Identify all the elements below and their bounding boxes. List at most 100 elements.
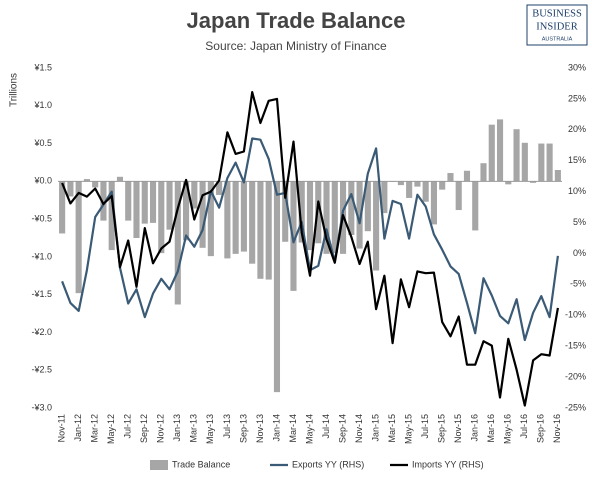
y2-tick-label: -10%: [565, 310, 586, 320]
bar: [59, 181, 66, 234]
bar: [364, 181, 371, 232]
y2-tick-label: 30%: [568, 62, 586, 72]
x-tick-label: Jan-16: [470, 414, 480, 442]
x-tick-label: Sep-14: [337, 414, 347, 443]
bar: [249, 181, 256, 264]
bar: [92, 181, 99, 188]
bar: [83, 179, 90, 182]
logo: BUSINESS INSIDER AUSTRALIA: [526, 4, 588, 46]
bar: [306, 181, 314, 251]
bar: [191, 181, 198, 209]
bar: [488, 124, 495, 182]
y2-tick-label: -15%: [565, 341, 586, 351]
bar: [298, 181, 305, 243]
y-tick-label: ¥0.5: [33, 138, 52, 148]
bar: [133, 181, 140, 238]
x-tick-label: Sep-13: [238, 414, 248, 443]
bar: [480, 163, 487, 182]
bar: [116, 176, 124, 182]
y-tick-label: ¥0.0: [33, 176, 52, 186]
bar: [521, 142, 528, 182]
x-tick-label: May-12: [106, 414, 116, 444]
x-tick-label: Jan-12: [73, 414, 83, 442]
bar: [373, 181, 380, 271]
bar: [141, 181, 148, 224]
bar: [439, 181, 446, 190]
y-tick-label: ¥1.5: [33, 62, 52, 72]
x-tick-label: Nov-14: [354, 414, 364, 443]
line: [61, 91, 559, 407]
legend-swatch: [150, 460, 168, 470]
y-tick-label: -¥0.5: [31, 213, 52, 223]
x-tick-label: Nov-13: [255, 414, 265, 443]
logo-text: AUSTRALIA: [542, 36, 573, 42]
bar: [406, 181, 413, 198]
x-tick-label: Sep-12: [139, 414, 149, 443]
x-tick-label: Jul-15: [420, 414, 430, 439]
bar: [455, 181, 462, 211]
bar: [356, 181, 363, 249]
bar: [282, 181, 289, 242]
bar: [125, 181, 132, 221]
bar: [546, 143, 553, 182]
x-tick-label: Nov-11: [57, 414, 67, 442]
bar: [224, 181, 231, 259]
bar: [273, 181, 281, 393]
y2-tick-label: -25%: [565, 402, 586, 412]
bar: [75, 181, 82, 294]
bar: [447, 173, 454, 182]
x-tick-label: Jul-12: [123, 414, 133, 439]
bar: [315, 181, 322, 244]
bar: [381, 181, 388, 214]
x-tick-label: Jan-15: [370, 414, 380, 442]
bar: [265, 181, 272, 280]
bar: [183, 181, 190, 241]
x-tick-label: Jan-14: [271, 414, 281, 442]
x-tick-label: Mar-12: [90, 414, 100, 443]
bar: [158, 181, 165, 254]
y-tick-label: ¥1.0: [33, 100, 52, 110]
bar: [463, 170, 471, 182]
x-tick-label: Nov-12: [156, 414, 166, 443]
x-tick-label: Mar-16: [486, 414, 496, 443]
x-tick-label: Sep-15: [437, 414, 447, 443]
bar: [67, 181, 74, 197]
x-tick-label: Sep-16: [536, 414, 546, 443]
y-tick-label: -¥3.0: [31, 402, 52, 412]
bar: [430, 181, 437, 225]
x-tick-label: Jul-14: [321, 414, 331, 439]
bar: [323, 181, 330, 254]
y-tick-label: -¥1.0: [31, 251, 52, 261]
y2-tick-label: 10%: [568, 186, 586, 196]
x-tick-label: May-13: [205, 414, 215, 444]
logo-text: INSIDER: [536, 21, 577, 32]
bar: [149, 181, 157, 223]
y2-tick-label: -5%: [570, 279, 586, 289]
legend-label: Exports YY (RHS): [292, 459, 364, 469]
legend-label: Imports YY (RHS): [412, 459, 484, 469]
bar: [472, 181, 479, 231]
bar: [331, 181, 338, 254]
y-tick-label: -¥2.0: [31, 327, 52, 337]
x-tick-label: May-14: [304, 414, 314, 444]
y2-tick-label: 5%: [573, 217, 586, 227]
bar: [232, 181, 239, 254]
y2-tick-label: 15%: [568, 155, 586, 165]
legend-label: Trade Balance: [172, 459, 230, 469]
y2-tick-label: 20%: [568, 124, 586, 134]
y-tick-label: -¥2.5: [31, 365, 52, 375]
bar: [414, 181, 421, 187]
bar: [530, 181, 537, 183]
x-tick-label: Jul-16: [519, 414, 529, 439]
y2-tick-label: 25%: [568, 93, 586, 103]
y-axis-label: Trillions: [9, 73, 20, 107]
bar: [240, 181, 247, 252]
bar: [174, 181, 181, 305]
x-tick-label: Nov-15: [453, 414, 463, 443]
bar: [397, 181, 404, 186]
bar: [496, 119, 504, 182]
bar: [207, 181, 214, 257]
bar: [166, 181, 173, 230]
x-tick-label: Mar-13: [189, 414, 199, 443]
bar: [554, 170, 561, 182]
